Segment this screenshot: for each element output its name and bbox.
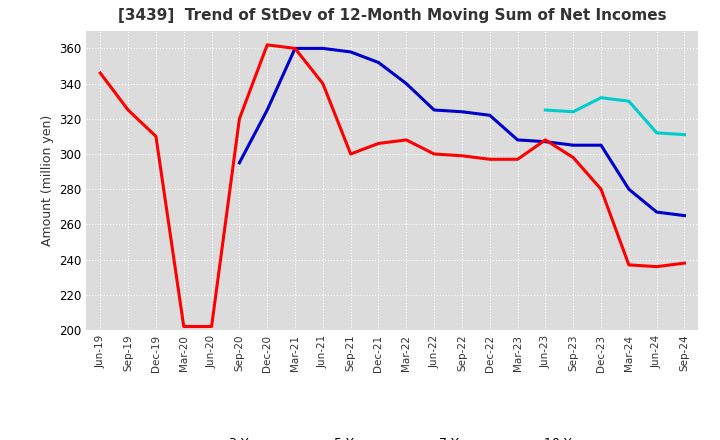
Line: 7 Years: 7 Years xyxy=(546,98,685,135)
3 Years xyxy=(207,324,216,329)
3 Years xyxy=(96,70,104,76)
5 Years xyxy=(430,107,438,113)
5 Years xyxy=(680,213,689,218)
5 Years xyxy=(235,160,243,165)
5 Years xyxy=(652,209,661,215)
Line: 3 Years: 3 Years xyxy=(100,45,685,326)
Legend: 3 Years, 5 Years, 7 Years, 10 Years: 3 Years, 5 Years, 7 Years, 10 Years xyxy=(183,432,602,440)
3 Years xyxy=(680,260,689,266)
3 Years xyxy=(152,134,161,139)
3 Years xyxy=(374,141,383,146)
5 Years xyxy=(485,113,494,118)
5 Years xyxy=(402,81,410,86)
5 Years xyxy=(291,46,300,51)
5 Years xyxy=(318,46,327,51)
Title: [3439]  Trend of StDev of 12-Month Moving Sum of Net Incomes: [3439] Trend of StDev of 12-Month Moving… xyxy=(118,7,667,23)
Line: 5 Years: 5 Years xyxy=(239,48,685,216)
3 Years xyxy=(235,116,243,121)
3 Years xyxy=(402,137,410,143)
5 Years xyxy=(569,143,577,148)
3 Years xyxy=(624,262,633,268)
7 Years xyxy=(541,107,550,113)
5 Years xyxy=(624,187,633,192)
3 Years xyxy=(513,157,522,162)
3 Years xyxy=(458,153,467,158)
3 Years xyxy=(179,324,188,329)
3 Years xyxy=(541,137,550,143)
5 Years xyxy=(374,60,383,65)
5 Years xyxy=(346,49,355,55)
5 Years xyxy=(541,139,550,144)
5 Years xyxy=(458,109,467,114)
3 Years xyxy=(124,107,132,113)
3 Years xyxy=(318,81,327,86)
3 Years xyxy=(263,42,271,48)
3 Years xyxy=(430,151,438,157)
5 Years xyxy=(513,137,522,143)
5 Years xyxy=(597,143,606,148)
7 Years xyxy=(652,130,661,136)
3 Years xyxy=(291,46,300,51)
5 Years xyxy=(263,107,271,113)
7 Years xyxy=(680,132,689,137)
3 Years xyxy=(346,151,355,157)
7 Years xyxy=(597,95,606,100)
3 Years xyxy=(597,187,606,192)
3 Years xyxy=(485,157,494,162)
3 Years xyxy=(569,155,577,160)
7 Years xyxy=(569,109,577,114)
7 Years xyxy=(624,99,633,104)
3 Years xyxy=(652,264,661,269)
Y-axis label: Amount (million yen): Amount (million yen) xyxy=(40,115,53,246)
